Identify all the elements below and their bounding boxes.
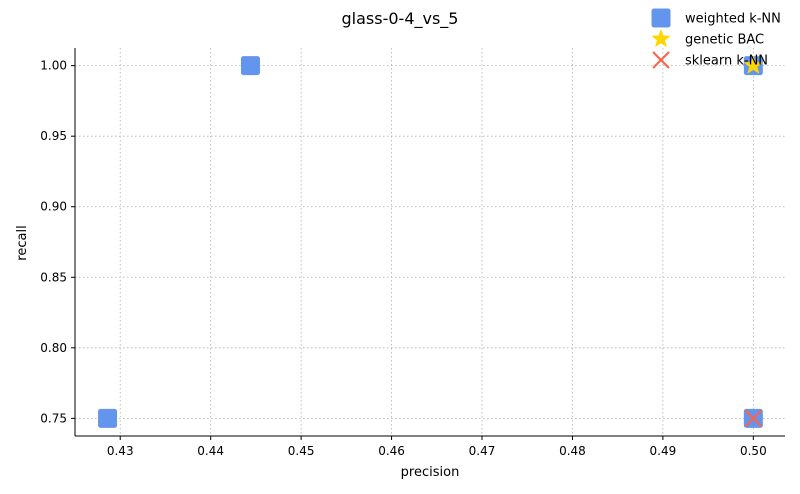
weighted-k-nn-point (240, 56, 260, 76)
legend-label-genetic-bac: genetic BAC (685, 33, 764, 48)
legend-marker-genetic-bac (651, 28, 671, 48)
x-tick-label: 0.44 (197, 444, 224, 458)
y-axis-ticks: 0.75 0.80 0.85 0.90 0.95 1.00 (40, 59, 75, 425)
y-tick-label: 0.90 (40, 200, 67, 214)
x-tick-label: 0.48 (559, 444, 586, 458)
x-tick-label: 0.47 (469, 444, 496, 458)
y-tick-label: 0.80 (40, 341, 67, 355)
axis-spines (74, 48, 785, 437)
grid-lines (75, 48, 785, 436)
sklearn-k-nn-point (744, 409, 763, 428)
genetic-bac-point (743, 55, 764, 74)
data-points (98, 55, 764, 428)
x-tick-label: 0.49 (650, 444, 677, 458)
legend-marker-weighted-k-nn (651, 8, 671, 28)
legend-label-weighted-k-nn: weighted k-NN (685, 12, 781, 27)
chart-title: glass-0-4_vs_5 (342, 9, 459, 29)
y-tick-label: 0.85 (40, 270, 67, 284)
x-tick-label: 0.50 (740, 444, 767, 458)
y-axis-title: recall (15, 225, 30, 260)
legend-marker-sklearn-k-nn (652, 51, 670, 69)
weighted-k-nn-point (98, 408, 118, 428)
x-axis-title: precision (401, 465, 460, 480)
x-tick-label: 0.45 (288, 444, 315, 458)
x-tick-label: 0.43 (107, 444, 134, 458)
x-tick-label: 0.46 (378, 444, 405, 458)
legend: weighted k-NN genetic BAC sklearn k-NN (651, 8, 781, 69)
y-tick-label: 0.75 (40, 411, 67, 425)
y-tick-label: 0.95 (40, 129, 67, 143)
legend-label-sklearn-k-nn: sklearn k-NN (685, 54, 768, 69)
x-axis-ticks: 0.43 0.44 0.45 0.46 0.47 0.48 0.49 0.50 (107, 436, 767, 458)
y-tick-label: 1.00 (40, 59, 67, 73)
